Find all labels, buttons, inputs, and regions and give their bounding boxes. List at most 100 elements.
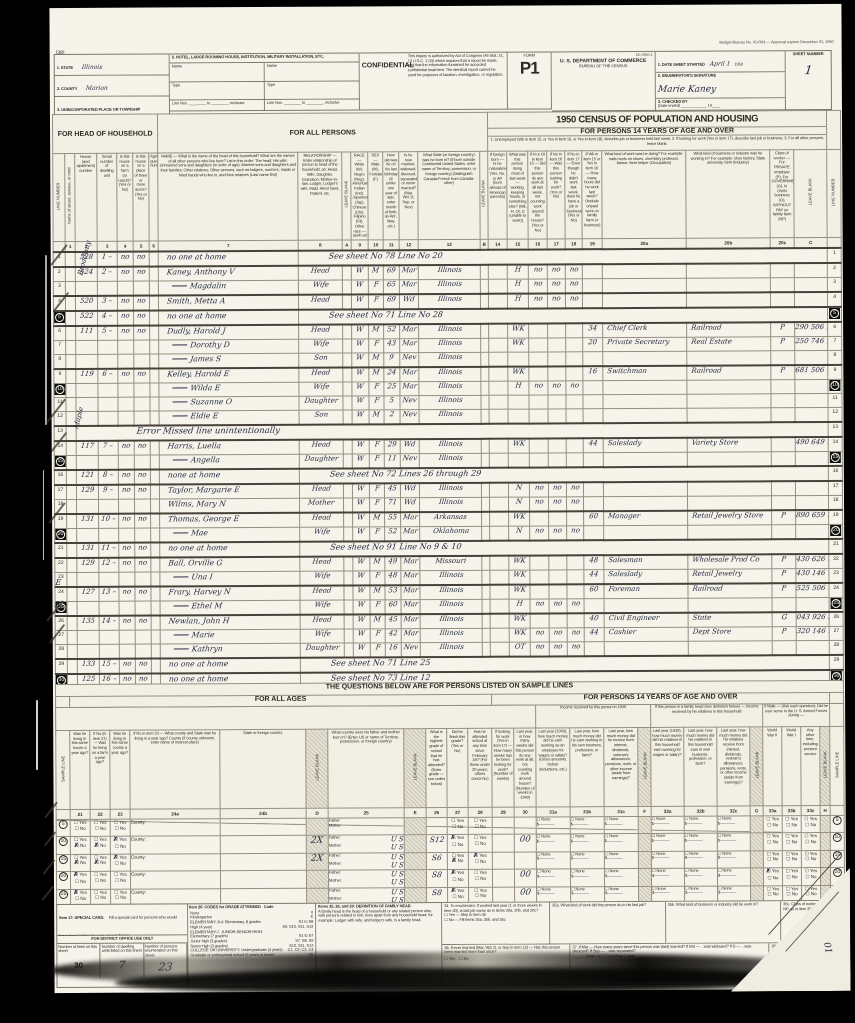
yes-no-checkboxes: ☐ Yes☐ No	[802, 851, 820, 862]
handwritten-entry: W	[357, 498, 366, 507]
street-cell	[67, 601, 78, 616]
handwritten-entry: Mother	[308, 498, 336, 507]
amount-line: $————	[717, 837, 736, 843]
hours-cell	[583, 452, 604, 468]
column-header-A: LEAVE BLANK	[341, 152, 352, 240]
leave-blank-b-cell	[481, 570, 491, 585]
handwritten-entry: U S	[390, 887, 405, 896]
handwritten-entry: P	[781, 555, 787, 564]
relationship-cell: Wife	[299, 570, 345, 586]
relationship-cell: Wife	[298, 279, 343, 295]
handwritten-entry: Retail Jewelry Store	[691, 511, 764, 520]
ditto-dash	[173, 532, 189, 534]
occupation-cell	[602, 351, 687, 367]
ag-questionnaire-cell	[150, 557, 160, 572]
amount-line: $————	[684, 837, 703, 843]
sample-column-header-33b: World War I	[781, 726, 802, 806]
leave-blank-g-cell	[750, 815, 764, 833]
yes-no-checkboxes: ☐✗ Yes ☐ No	[469, 852, 492, 864]
name-cell: Newlan, John H	[160, 614, 301, 630]
leave-blank-a-cell	[343, 453, 353, 469]
sample-line-number: 5	[830, 308, 840, 318]
street-cell	[66, 469, 77, 485]
line-number: 8	[58, 355, 62, 362]
doing-last-week-cell: H	[507, 279, 529, 294]
looking-cell	[547, 366, 567, 381]
c23-cell: ☐✗ Yes ☐ No	[110, 836, 131, 854]
occupation-cell: Foreman	[604, 583, 689, 599]
looking-cell: no	[548, 380, 567, 395]
handwritten-entry: 49	[387, 557, 398, 566]
c28-cell: ☐✗ Yes ☐ No	[468, 851, 493, 870]
doing-last-week-cell: H	[508, 381, 530, 396]
handwritten-entry: 11	[387, 454, 398, 463]
acres-cell	[135, 629, 152, 645]
serial-number-cell	[98, 411, 119, 426]
handwritten-entry: Railroad	[690, 366, 723, 375]
birthplace-cell: Illinois	[419, 438, 482, 454]
column-header-text: Is this house on a farm (or ranch)? (Yes…	[118, 153, 132, 192]
handwritten-entry: Foreman	[608, 584, 641, 594]
sample-column-header-text: SAMPLE LINE	[60, 755, 66, 783]
age-cell: 60	[385, 599, 402, 615]
handwritten-entry: Wd	[403, 498, 417, 507]
handwritten-entry: 2X	[310, 835, 324, 846]
sex-cell: F	[369, 570, 386, 586]
handwritten-entry: Suzanne O	[190, 397, 233, 407]
handwritten-entry: W	[356, 339, 365, 348]
column-header-text: If Wk in item 15 or Yes in item 16 — How…	[583, 151, 601, 228]
handwritten-entry: no	[137, 470, 148, 479]
handwritten-entry: Illinois	[436, 279, 462, 288]
name-cell: Wilda E	[158, 382, 300, 397]
fold-handwritten-mark: 01	[820, 941, 833, 955]
hotel-box: 5. HOTEL, LARGE ROOMING HOUSE, INSTITUTI…	[169, 52, 360, 112]
sample-column-header-text: Did he finish this grade? (Yes or No)	[449, 728, 466, 753]
doing-last-week-cell: N	[508, 482, 530, 498]
handwritten-entry: no	[571, 642, 581, 651]
ag-questionnaire-cell	[150, 410, 160, 426]
acres-cell	[135, 643, 152, 659]
yes-no-checkboxes: ☐✗ Yes ☐ No	[111, 837, 130, 849]
farm-cell: no	[119, 615, 136, 631]
naturalized-cell	[490, 613, 510, 629]
line-number-right: 14	[828, 436, 843, 452]
special-card-box: Item 17: SPECIAL CARD. Fill a special ca…	[56, 903, 189, 955]
sample-column-header-27: Did he finish this grade? (Yes or No)	[446, 728, 469, 808]
checked-by-field: 3. CHECKED BY (Date ended) ____________ …	[655, 97, 786, 112]
race-cell: W	[352, 409, 370, 425]
handwritten-entry: 119	[79, 369, 94, 378]
farm-cell	[117, 383, 134, 398]
yes-no-checkboxes: ☐ Yes☐ No	[111, 820, 130, 831]
handwritten-entry: Dept Store	[692, 627, 732, 636]
handwritten-entry: Illinois	[438, 614, 464, 623]
handwritten-entry: Civil Engineer	[608, 613, 660, 623]
ag-questionnaire-cell	[149, 368, 159, 383]
has-job-cell: no	[566, 380, 584, 395]
acres-cell: no	[134, 557, 151, 573]
no-checkbox: ☐ No	[74, 878, 87, 884]
handwritten-entry: Head	[311, 557, 332, 566]
no-checkbox: ☐ No	[474, 823, 486, 829]
line-number: 18	[832, 496, 839, 503]
street-cell	[67, 644, 78, 659]
census-sheet: (38) Budget Bureau No. 41-R94 — Approval…	[49, 3, 846, 996]
family-income-i32b-cell: ☐ None$————	[684, 816, 718, 834]
code-cell	[795, 379, 829, 394]
code-cell: 430 146 1	[795, 568, 830, 584]
handwritten-entry: 320 146 1	[796, 626, 830, 636]
sample-column-number: 32a	[651, 806, 685, 817]
sample-line-badge: 10	[829, 379, 841, 391]
name-cell: Marie	[160, 629, 301, 644]
line-number: 17	[832, 482, 839, 489]
handwritten-entry: no	[137, 441, 148, 450]
no-checkbox: ☐✗ No	[451, 857, 464, 864]
leave-blank-d-cell: 2X	[306, 852, 329, 871]
handwritten-entry: H	[514, 294, 522, 303]
leave-blank-d-cell: 2X	[306, 835, 329, 853]
line-number: 7	[58, 341, 62, 348]
sample-column-number: 31c	[604, 806, 639, 817]
family-head-body: A family head is the head of a household…	[318, 907, 433, 923]
handwritten-entry: Illinois	[438, 483, 464, 492]
band-corner	[826, 110, 841, 150]
has-job-cell: no	[567, 598, 585, 614]
